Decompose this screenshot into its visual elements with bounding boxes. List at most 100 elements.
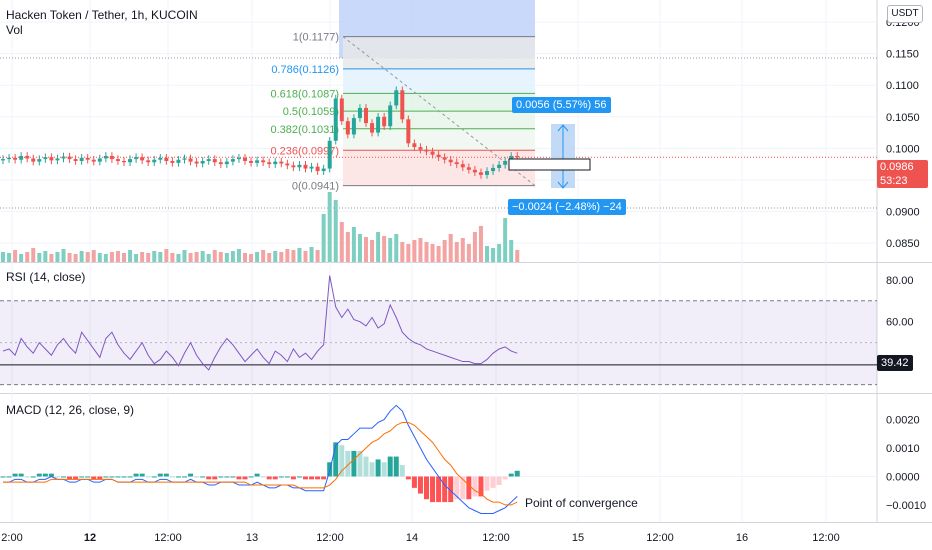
macd-histogram-bar: [194, 476, 200, 478]
volume-bar: [327, 192, 332, 262]
candle-body: [55, 158, 60, 161]
candle-body: [400, 90, 405, 120]
time-tick-label: 12:00: [482, 532, 510, 544]
volume-bar: [448, 234, 453, 262]
candle-body: [454, 162, 459, 165]
price-tick-label: 0.1150: [886, 49, 919, 61]
measure-arrow-head-down: [557, 181, 569, 189]
macd-histogram-bar: [242, 476, 248, 480]
candle-body: [261, 160, 266, 163]
candle-body: [255, 160, 260, 163]
candle-body: [128, 159, 133, 163]
macd-histogram-bar: [411, 476, 417, 488]
volume-bar: [321, 214, 326, 262]
fib-band: [343, 36, 535, 69]
fib-level-label: 0.786(0.1126): [271, 64, 339, 76]
macd-histogram-bar: [381, 462, 387, 477]
volume-bar: [454, 242, 459, 262]
time-tick-label: 15: [572, 532, 584, 544]
volume-label: Vol: [6, 23, 23, 37]
candle-body: [370, 123, 375, 133]
countdown-value: 53:23: [880, 175, 908, 187]
measure-arrow-head-up: [557, 124, 569, 132]
fib-level-label: 1(0.1177): [293, 32, 339, 44]
candle-body: [122, 160, 126, 163]
volume-bar: [13, 250, 18, 262]
candle-body: [13, 157, 18, 160]
macd-histogram-bar: [466, 476, 472, 500]
candle-body: [206, 159, 211, 161]
fib-level-label: 0.236(0.0997): [271, 145, 340, 157]
macd-histogram-bar: [405, 476, 411, 480]
candle-body: [321, 168, 326, 172]
currency-label: USDT: [891, 8, 919, 19]
candle-body: [509, 155, 514, 161]
macd-histogram-bar: [0, 476, 6, 478]
volume-bar: [19, 254, 24, 262]
macd-histogram-bar: [6, 476, 12, 478]
macd-histogram-bar: [296, 476, 302, 478]
currency-button[interactable]: USDT: [887, 5, 923, 23]
macd-histogram-bar: [182, 476, 187, 478]
macd-histogram-bar: [236, 476, 242, 480]
volume-bar: [376, 232, 381, 262]
candle-body: [158, 157, 163, 160]
candle-body: [430, 151, 435, 155]
last-price-value: 0.0986: [880, 161, 914, 173]
macd-histogram-bar: [163, 473, 169, 477]
candle-body: [200, 160, 205, 164]
macd-histogram-bar: [127, 476, 133, 478]
candle-body: [134, 157, 139, 160]
candle-body: [388, 105, 393, 127]
fib-band: [343, 128, 535, 151]
time-tick-label: 12:00: [646, 532, 674, 544]
macd-histogram-bar: [79, 476, 85, 478]
volume-bar: [164, 249, 169, 262]
macd-histogram-bar: [175, 476, 181, 478]
price-tick-label: 0.0850: [886, 238, 920, 250]
fib-level-label: 0.618(0.1087): [271, 88, 340, 100]
volume-bar: [25, 252, 30, 262]
signal-line: [3, 421, 518, 506]
volume-bar: [146, 253, 151, 262]
macd-histogram-bar: [490, 476, 496, 488]
candle-body: [230, 159, 235, 162]
time-tick-label: 2:00: [1, 532, 22, 544]
measure-down-label[interactable]: −0.0024 (−2.48%) −24: [508, 199, 626, 215]
macd-histogram-bar: [224, 476, 230, 478]
candle-body: [460, 164, 465, 168]
volume-bar: [315, 250, 320, 262]
macd-histogram-bar: [85, 476, 91, 478]
volume-bar: [424, 242, 429, 262]
candle-body: [73, 159, 78, 161]
candle-body: [7, 157, 12, 160]
volume-bar: [73, 254, 78, 262]
macd-histogram-bar: [478, 476, 484, 497]
volume-bar: [442, 240, 447, 262]
macd-histogram-bar: [321, 476, 327, 480]
macd-histogram-bar: [284, 476, 290, 478]
candle-body: [218, 162, 223, 165]
volume-bar: [152, 251, 157, 262]
macd-histogram-bar: [103, 476, 109, 478]
price-tick-label: 0.0900: [886, 206, 920, 218]
volume-bar: [515, 250, 520, 262]
macd-histogram-bar: [436, 476, 442, 503]
time-tick-label: 12:00: [154, 532, 182, 544]
volume-bar: [176, 254, 181, 262]
measure-up-label[interactable]: 0.0056 (5.57%) 56: [512, 97, 611, 113]
candle-body: [85, 157, 90, 160]
volume-bar: [491, 248, 496, 262]
candle-body: [267, 162, 272, 165]
macd-histogram-bar: [133, 473, 139, 477]
volume-bar: [236, 249, 241, 262]
macd-histogram-bar: [91, 476, 97, 480]
macd-histogram-bar: [309, 476, 315, 480]
macd-histogram-bar: [157, 473, 163, 477]
candle-body: [303, 164, 308, 169]
macd-histogram-bar: [97, 476, 103, 480]
volume-bar: [345, 232, 350, 262]
candle-body: [309, 166, 314, 169]
volume-bar: [109, 252, 114, 262]
